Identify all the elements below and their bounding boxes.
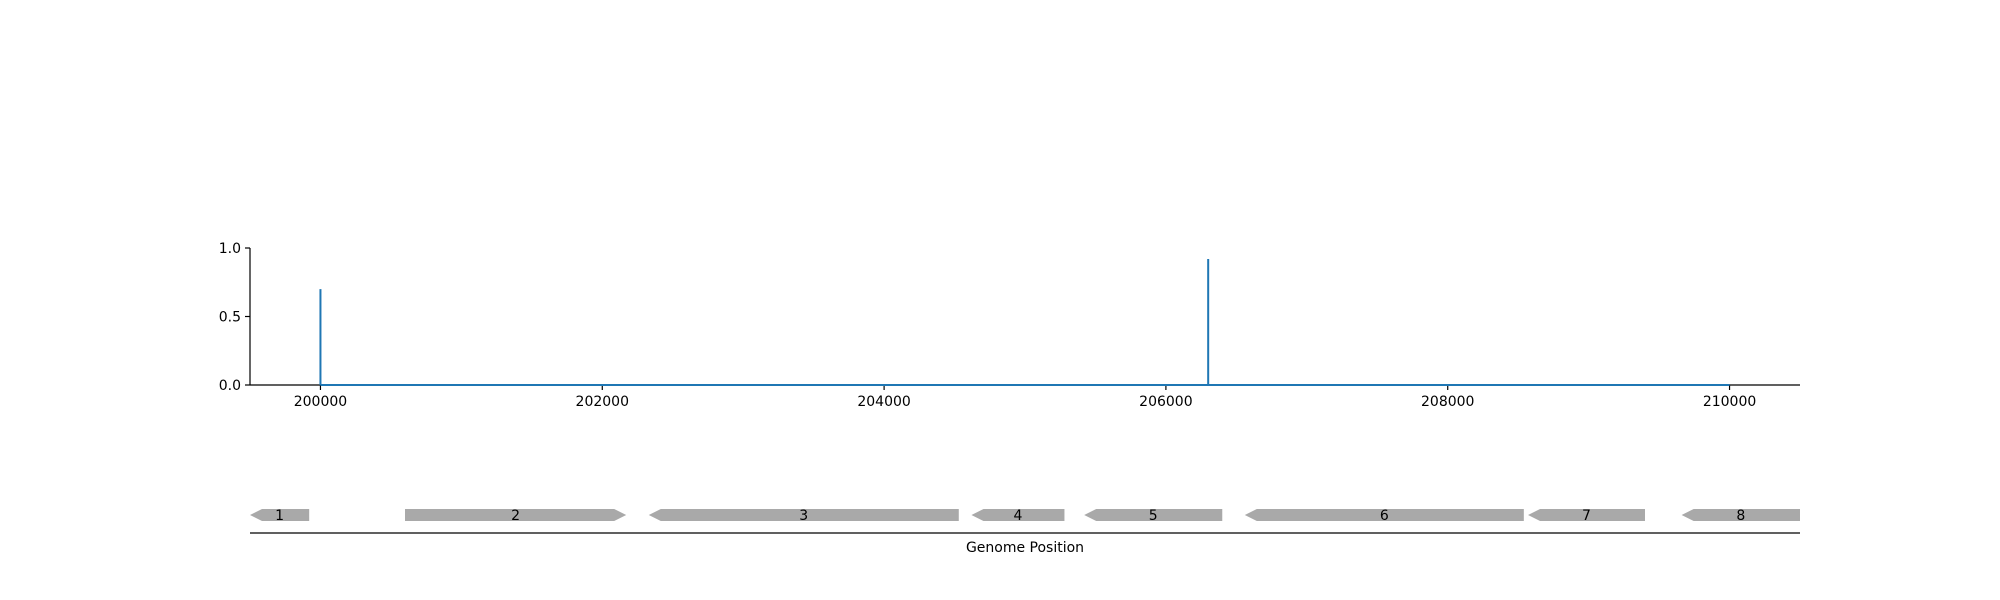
x-tick-label: 204000 [857,394,910,410]
x-tick-label: 210000 [1703,394,1756,410]
y-axis: 0.0 0.5 1.0 [219,241,251,394]
x-tick-label: 202000 [576,394,629,410]
gene-track: 1 2 3 4 5 6 7 8 Genome Position [250,508,1800,556]
gene-label: 7 [1582,508,1591,524]
gene-arrow [250,509,310,521]
x-tick-label: 208000 [1421,394,1474,410]
gene-label: 1 [275,508,284,524]
y-tick-label: 1.0 [219,241,241,257]
gene-label: 3 [799,508,808,524]
gene-arrow [971,509,1065,521]
gene-label: 6 [1380,508,1389,524]
coverage-series [319,258,1730,386]
y-tick-label: 0.0 [219,378,241,394]
gene-arrow [648,509,959,521]
x-axis: 200000 202000 204000 206000 208000 210000 [250,384,1800,410]
gene-label: 8 [1736,508,1745,524]
gene-arrow [1084,509,1223,521]
y-tick-label: 0.5 [219,310,241,326]
x-tick-label: 200000 [294,394,347,410]
gene-label: 5 [1149,508,1158,524]
gene-label: 2 [511,508,520,524]
x-tick-label: 206000 [1139,394,1192,410]
x-axis-label: Genome Position [966,540,1084,556]
gene-arrow [1244,509,1524,521]
coverage-plot: 0.0 0.5 1.0 200000 202000 204000 206000 208000… [219,241,1800,410]
gene-arrow [1528,509,1645,521]
gene-label: 4 [1013,508,1022,524]
gene-arrow [1681,509,1800,521]
gene-arrows: 1 2 3 4 5 6 7 8 [250,508,1800,524]
gene-arrow [405,509,627,521]
